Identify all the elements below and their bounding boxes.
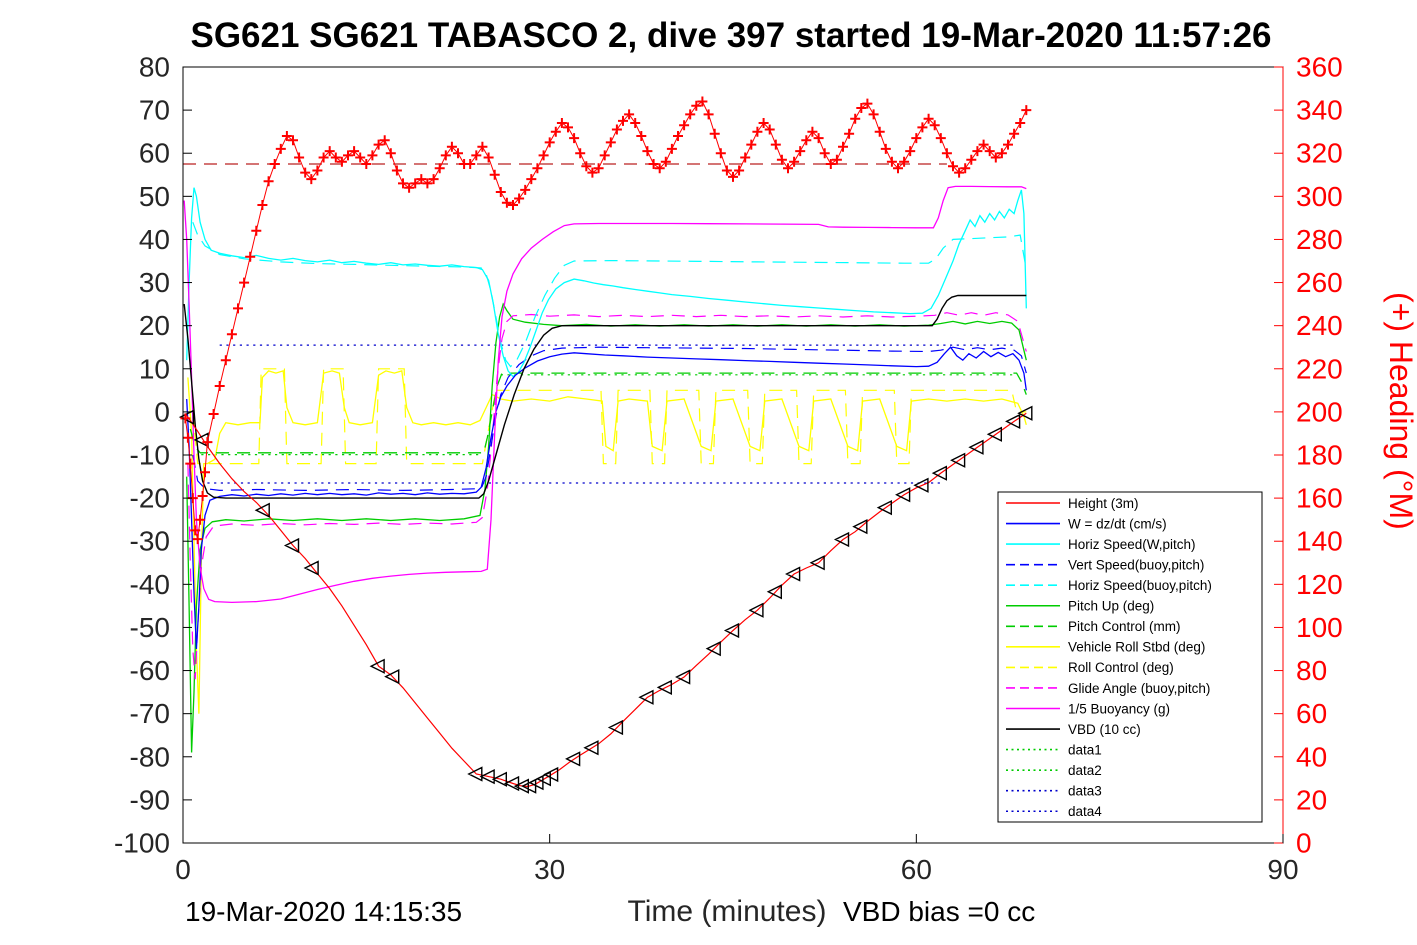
y-right-tick-label: 260 [1296,267,1343,298]
y-right-tick-label: 280 [1296,224,1343,255]
legend-label-w_dzdt: W = dz/dt (cm/s) [1068,516,1167,531]
series-horiz_speed_buoy_pitch [192,221,1027,368]
y-left-tick-label: -40 [130,569,170,600]
series-vehicle_roll_stbd [187,370,1027,714]
x-tick-label: 60 [901,854,932,885]
legend-label-horiz_speed_buoy_pitch: Horiz Speed(buoy,pitch) [1068,578,1212,593]
legend-label-data2: data2 [1068,763,1102,778]
legend-label-pitch_up: Pitch Up (deg) [1068,599,1154,614]
y-right-tick-label: 300 [1296,181,1343,212]
series-height-triangle-markers [178,405,1033,794]
series-roll_control [192,368,1027,465]
y-left-tick-label: 10 [139,353,170,384]
series-pitch_up [186,302,1027,753]
y-left-tick-label: -10 [130,440,170,471]
series-heading [184,100,1027,540]
y-right-tick-label: 200 [1296,396,1343,427]
y-left-tick-label: 50 [139,181,170,212]
y-left-tick-label: 60 [139,138,170,169]
vbd-bias-annotation: VBD bias =0 cc [843,896,1035,927]
legend-label-height: Height (3m) [1068,496,1139,511]
y-right-tick-label: 360 [1296,52,1343,83]
y-left-tick-label: 40 [139,224,170,255]
y-left-tick-label: -90 [130,784,170,815]
series-glide_angle [187,312,1027,680]
x-tick-label: 30 [534,854,565,885]
y-left-tick-label: -50 [130,612,170,643]
y-right-tick-label: 100 [1296,612,1343,643]
x-axis-label: Time (minutes) [628,895,827,928]
y-right-tick-label: 60 [1296,698,1327,729]
plot-area: 80706050403020100-10-20-30-40-50-60-70-8… [114,52,1343,886]
y-left-tick-label: -80 [130,741,170,772]
y-left-tick-label: 70 [139,95,170,126]
y-left-tick-label: -20 [130,483,170,514]
legend-label-glide_angle: Glide Angle (buoy,pitch) [1068,681,1210,696]
legend-label-vehicle_roll_stbd: Vehicle Roll Stbd (deg) [1068,640,1205,655]
series-height [184,412,1027,788]
legend-label-vert_speed_buoy_pitch: Vert Speed(buoy,pitch) [1068,557,1204,572]
legend-label-buoyancy_fifth: 1/5 Buoyancy (g) [1068,701,1170,716]
y-left-tick-label: -100 [114,828,170,859]
y-right-tick-label: 320 [1296,138,1343,169]
legend-label-pitch_control: Pitch Control (mm) [1068,619,1181,634]
x-tick-label: 90 [1267,854,1298,885]
y-left-tick-label: 80 [139,52,170,83]
legend-box [997,491,1263,823]
y-right-tick-label: 40 [1296,741,1327,772]
legend-label-data3: data3 [1068,784,1102,799]
series-vert_speed_buoy_pitch [192,346,1027,492]
legend-label-horiz_speed_w_pitch: Horiz Speed(W,pitch) [1068,537,1196,552]
y-right-tick-label: 80 [1296,655,1327,686]
y-right-tick-label: 340 [1296,95,1343,126]
series-heading-plus-markers [180,96,1032,545]
series-w_dzdt [186,346,1027,650]
y-left-tick-label: -70 [130,698,170,729]
series-pitch_control [189,372,1027,454]
y-right-tick-label: 240 [1296,310,1343,341]
y-left-tick-label: 0 [154,396,170,427]
y-left-tick-label: -60 [130,655,170,686]
right-y-axis-label: (+) Heading (°M) [1383,292,1417,530]
legend-label-data1: data1 [1068,742,1102,757]
y-left-tick-label: 20 [139,310,170,341]
series-vbd [183,294,1027,499]
y-left-tick-label: -30 [130,526,170,557]
legend-label-data4: data4 [1068,804,1102,819]
x-tick-label: 0 [175,854,191,885]
y-right-tick-label: 220 [1296,353,1343,384]
y-right-tick-label: 20 [1296,784,1327,815]
y-right-tick-label: 140 [1296,526,1343,557]
chart-title: SG621 SG621 TABASCO 2, dive 397 started … [190,16,1271,55]
series-horiz_speed_w_pitch [186,187,1027,378]
y-right-tick-label: 180 [1296,440,1343,471]
y-right-tick-label: 0 [1296,828,1312,859]
y-right-tick-label: 120 [1296,569,1343,600]
series-buoyancy_fifth [183,185,1027,604]
timestamp-annotation: 19-Mar-2020 14:15:35 [185,896,462,927]
y-left-tick-label: 30 [139,267,170,298]
legend-label-roll_control: Roll Control (deg) [1068,660,1174,675]
y-right-tick-label: 160 [1296,483,1343,514]
legend-label-vbd: VBD (10 cc) [1068,722,1141,737]
